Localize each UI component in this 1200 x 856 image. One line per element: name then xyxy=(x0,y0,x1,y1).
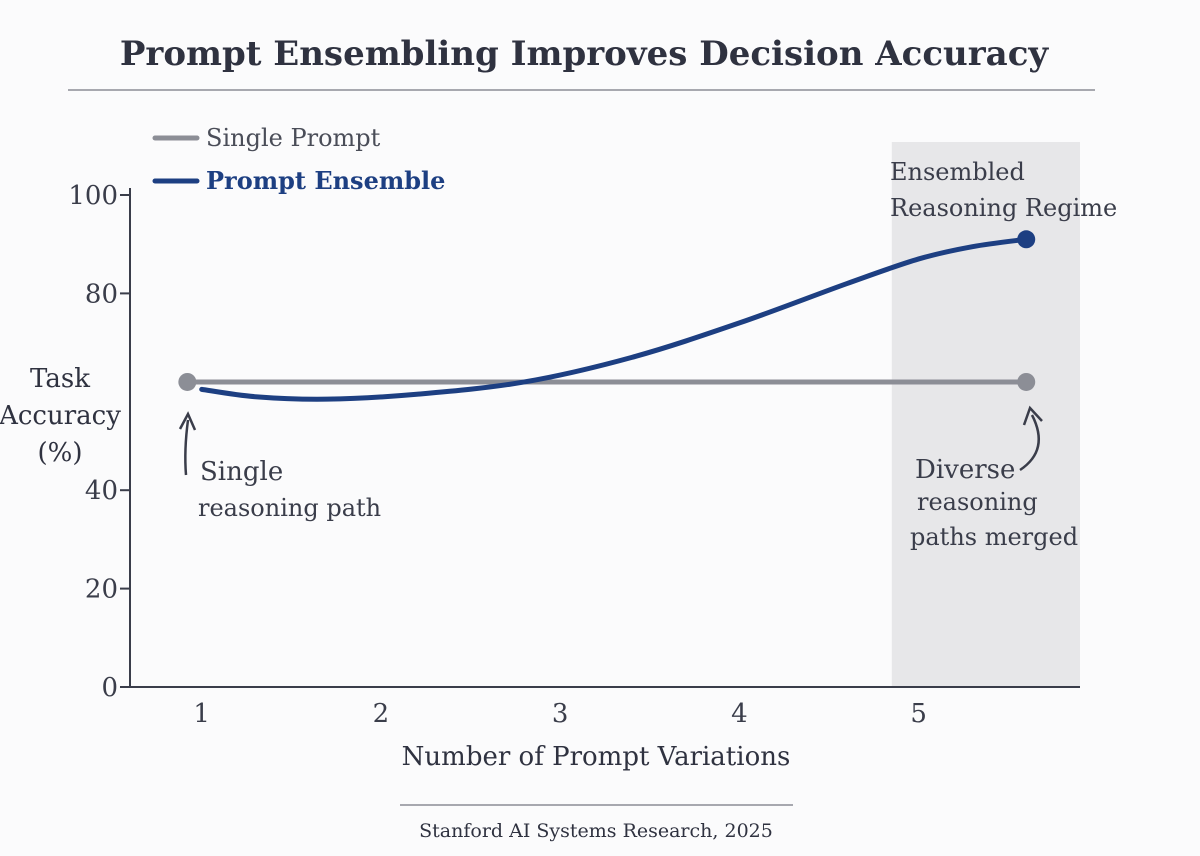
arrow-single-reasoning xyxy=(184,419,190,476)
region-label-line-1: Ensembled xyxy=(890,158,1025,186)
single-prompt-point xyxy=(178,372,197,391)
y-tick-label: 20 xyxy=(85,575,118,605)
ensembled-regime-region xyxy=(891,142,1080,687)
y-axis-label-line-1: Task xyxy=(30,364,90,394)
y-tick-label: 80 xyxy=(85,279,118,309)
x-tick-label: 3 xyxy=(552,699,569,729)
annotation-diverse-line-2: reasoning xyxy=(917,488,1038,516)
arrow-head-single xyxy=(178,411,197,431)
x-tick-label: 4 xyxy=(731,699,748,729)
legend-label-single-prompt: Single Prompt xyxy=(206,124,381,152)
annotation-diverse-line-3: paths merged xyxy=(910,523,1078,551)
y-axis-label-line-2: Accuracy xyxy=(0,401,121,431)
legend-label-prompt-ensemble: Prompt Ensemble xyxy=(206,166,445,195)
annotation-single-line-1: Single xyxy=(200,457,283,487)
annotation-single-line-2: reasoning path xyxy=(198,494,381,522)
y-tick-label: 0 xyxy=(101,673,118,703)
x-tick-label: 2 xyxy=(373,699,390,729)
x-tick-label: 1 xyxy=(193,699,210,729)
y-axis-label-line-3: (%) xyxy=(38,438,83,468)
series-endpoints xyxy=(178,230,1036,391)
x-tick-label: 5 xyxy=(910,699,927,729)
x-axis-label: Number of Prompt Variations xyxy=(402,742,791,772)
arrow-diverse-paths xyxy=(1019,414,1040,472)
y-tick-label: 100 xyxy=(68,181,118,211)
prompt-ensemble-point xyxy=(1017,230,1036,249)
y-tick-group: 100 80 40 20 0 xyxy=(68,181,130,703)
source-note: Stanford AI Systems Research, 2025 xyxy=(419,820,773,842)
y-tick-label: 40 xyxy=(85,476,118,506)
region-label-line-2: Reasoning Regime xyxy=(890,194,1117,222)
annotation-diverse-line-1: Diverse xyxy=(915,455,1015,485)
x-tick-group: 1 2 3 4 5 xyxy=(193,699,927,729)
series-line-prompt-ensemble xyxy=(199,236,1029,402)
arrow-head-diverse xyxy=(1022,405,1043,426)
single-prompt-point xyxy=(1017,372,1036,391)
chart-title: Prompt Ensembling Improves Decision Accu… xyxy=(120,34,1050,74)
